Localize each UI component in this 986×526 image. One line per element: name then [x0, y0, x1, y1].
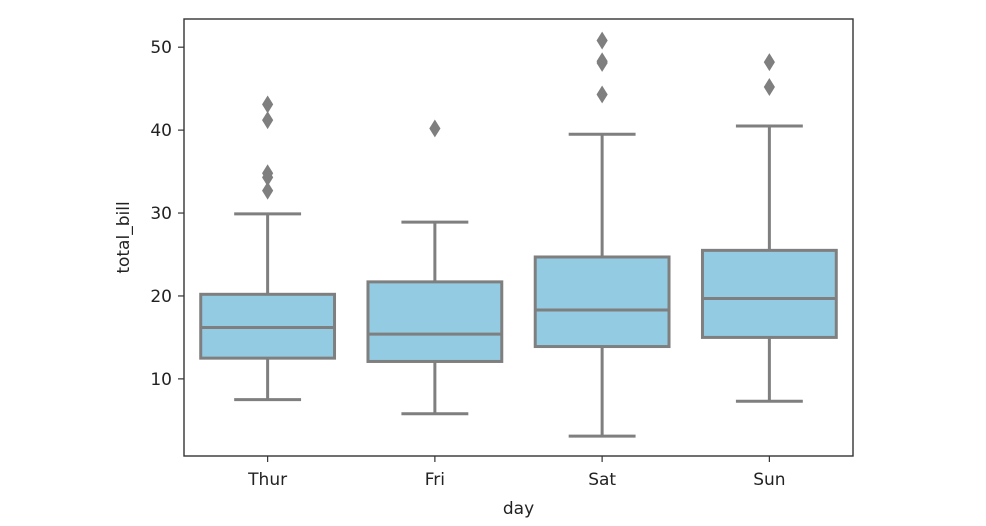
outlier-point — [262, 95, 274, 114]
outlier-point — [596, 52, 608, 71]
outlier-point — [262, 164, 274, 183]
outlier-point — [429, 119, 441, 138]
box-group — [366, 119, 504, 416]
plot-area — [199, 31, 838, 438]
x-tick-label: Sat — [588, 470, 616, 490]
y-tick-label: 30 — [150, 204, 172, 224]
outlier-point — [596, 85, 608, 104]
x-tick-label: Fri — [425, 470, 445, 490]
x-axis: Thur Fri Sat Sun — [247, 456, 786, 490]
box-group — [199, 95, 337, 402]
box — [533, 255, 671, 349]
outlier-point — [763, 78, 775, 96]
x-tick-label: Thur — [247, 470, 287, 490]
box — [366, 280, 504, 363]
x-axis-label: day — [503, 499, 534, 519]
outlier-point — [262, 181, 274, 200]
box — [700, 248, 838, 339]
outlier-point — [763, 53, 775, 72]
y-tick-label: 50 — [150, 38, 172, 58]
y-axis-label: total_bill — [114, 201, 134, 273]
y-axis: 10 20 30 40 50 — [150, 38, 184, 390]
outlier-point — [262, 111, 274, 130]
box-group — [533, 31, 671, 438]
box-group — [700, 53, 838, 403]
outlier-point — [596, 31, 608, 50]
plot-frame — [183, 18, 854, 457]
y-tick-label: 10 — [150, 370, 172, 390]
y-tick-label: 20 — [150, 287, 172, 307]
x-tick-label: Sun — [753, 470, 785, 490]
y-tick-label: 40 — [150, 121, 172, 141]
